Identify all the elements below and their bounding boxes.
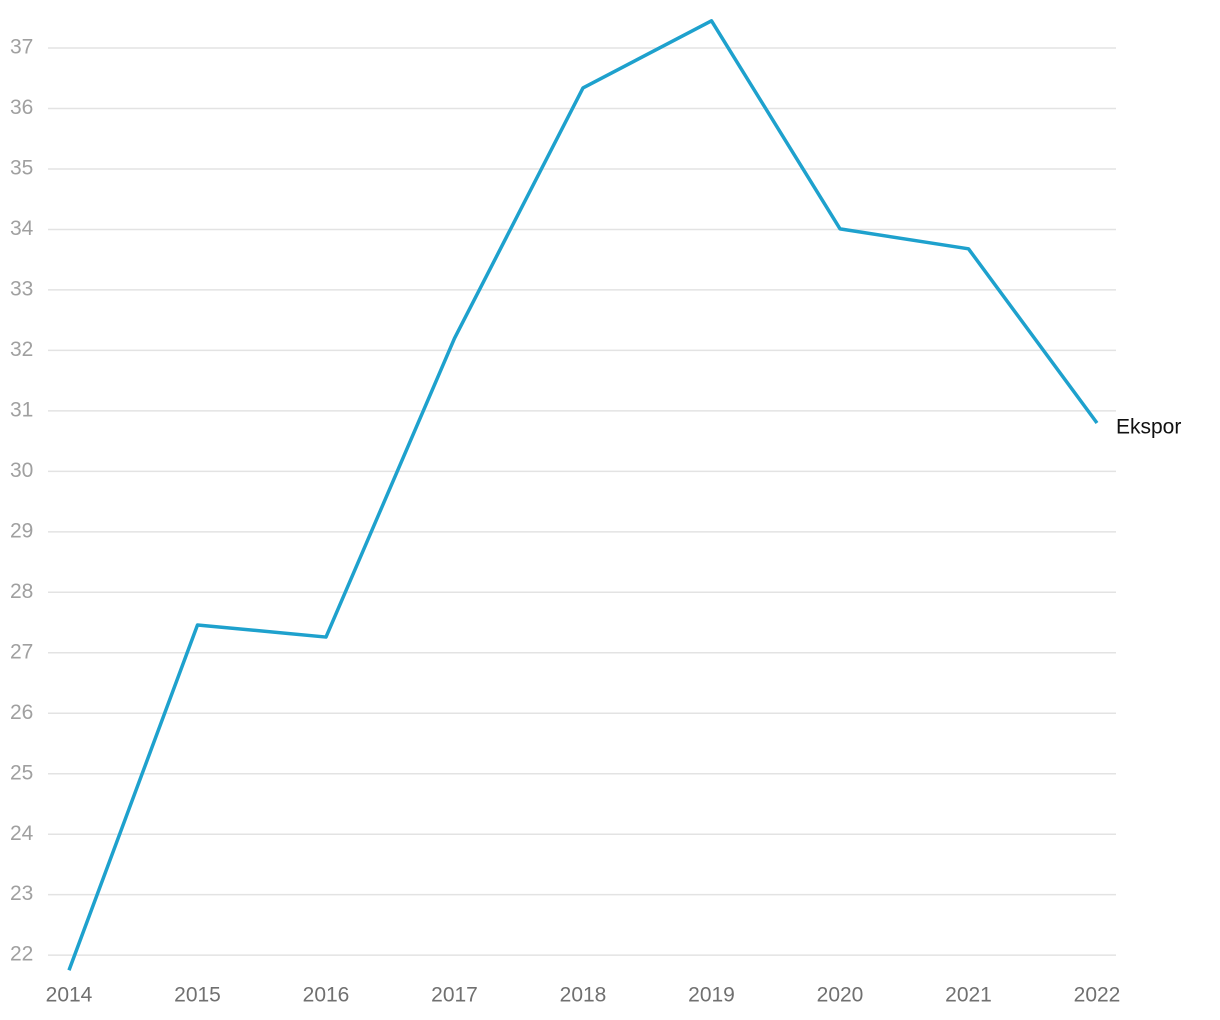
x-tick-label: 2017: [431, 984, 478, 1007]
y-tick-label: 27: [10, 640, 33, 663]
x-tick-label: 2019: [688, 984, 735, 1007]
x-tick-label: 2018: [560, 984, 607, 1007]
y-tick-label: 31: [10, 398, 33, 421]
y-tick-label: 23: [10, 882, 33, 905]
x-tick-label: 2015: [174, 984, 221, 1007]
y-tick-label: 29: [10, 519, 33, 542]
x-tick-label: 2014: [46, 984, 93, 1007]
y-tick-label: 26: [10, 701, 33, 724]
y-tick-label: 25: [10, 761, 33, 784]
y-tick-label: 24: [10, 822, 34, 845]
x-tick-label: 2020: [817, 984, 864, 1007]
y-tick-label: 37: [10, 36, 33, 59]
x-tick-label: 2016: [303, 984, 350, 1007]
y-tick-label: 30: [10, 459, 33, 482]
y-tick-label: 36: [10, 96, 33, 119]
y-tick-label: 32: [10, 338, 33, 361]
series-label: Ekspor: [1116, 416, 1181, 439]
line: [67, 19, 1099, 971]
x-tick-label: 2021: [945, 984, 992, 1007]
y-tick-label: 22: [10, 943, 33, 966]
y-tick-label: 34: [10, 217, 34, 240]
y-tick-label: 33: [10, 277, 33, 300]
y-tick-label: 28: [10, 580, 33, 603]
y-tick-label: 35: [10, 157, 33, 180]
x-tick-label: 2022: [1074, 984, 1121, 1007]
